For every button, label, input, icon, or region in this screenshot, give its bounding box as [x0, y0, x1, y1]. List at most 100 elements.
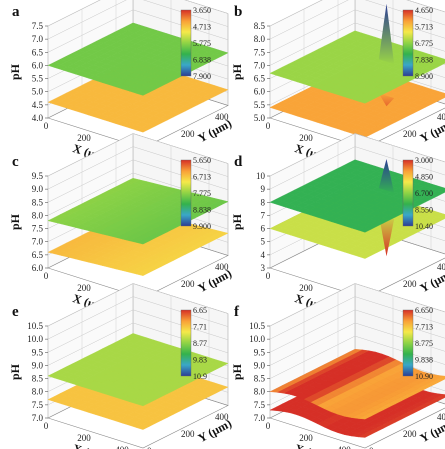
z-axis-label: pH [230, 213, 244, 230]
x-tick-label: 0 [266, 121, 271, 131]
colorbar [402, 159, 414, 227]
z-tick-label: 5.0 [254, 113, 266, 123]
surface-cell [47, 98, 62, 105]
colorbar-tick-label: 8.900 [415, 72, 433, 81]
panel-letter: c [12, 154, 19, 170]
surface-cell [269, 198, 284, 205]
colorbar-tick-label: 8.550 [415, 206, 433, 215]
y-tick-label: 200 [181, 279, 195, 289]
colorbar-tick-label: 6.775 [415, 39, 433, 48]
y-tick-label: 200 [181, 129, 195, 139]
z-tick-label: 8 [261, 197, 266, 207]
z-tick-label: 10 [256, 171, 266, 181]
surface [269, 348, 445, 420]
z-tick-label: 5.5 [32, 74, 44, 84]
z-tick-label: 6.0 [32, 263, 44, 273]
colorbar-tick-label: 6.713 [193, 173, 211, 182]
z-tick-label: 8.0 [254, 34, 266, 44]
y-tick-label: 200 [403, 279, 417, 289]
y-tick-label: 400 [437, 262, 445, 272]
surface [47, 22, 229, 96]
y-axis-label: Y (μm) [418, 116, 445, 145]
x-tick-label: 200 [299, 133, 313, 143]
colorbar-tick-label: 8.838 [193, 206, 211, 215]
colorbar-tick-label: 10.90 [415, 372, 433, 381]
surface-cell [47, 248, 62, 255]
colorbar-tick-label: 5.650 [193, 156, 211, 165]
surface-spike [378, 214, 395, 257]
colorbar-tick-label: 4.850 [415, 173, 433, 182]
z-tick-label: 6.5 [254, 74, 266, 84]
y-tick-label: 400 [215, 112, 229, 122]
y-tick-label: 0 [147, 446, 152, 449]
z-tick-label: 7.0 [32, 413, 44, 423]
x-tick-label: 400 [337, 445, 351, 449]
z-tick-label: 7.5 [254, 400, 266, 410]
colorbar-tick-label: 8.775 [415, 339, 433, 348]
z-tick-label: 8.5 [32, 197, 44, 207]
colorbar-tick-label: 6.65 [193, 306, 207, 315]
surface-cell [47, 396, 62, 402]
surface-cell [269, 406, 284, 411]
z-gridline [269, 0, 445, 27]
surface-spike [378, 3, 395, 64]
x-tick-label: 0 [266, 421, 271, 431]
z-tick-label: 6.5 [32, 47, 44, 57]
z-axis-label: pH [8, 213, 22, 230]
x-tick-label: 400 [115, 445, 129, 449]
panel-letter: b [234, 4, 242, 20]
z-tick-label: 8.5 [254, 374, 266, 384]
x-tick-label: 200 [77, 283, 91, 293]
z-tick-label: 10.5 [27, 321, 43, 331]
z-tick-label: 9.5 [32, 171, 44, 181]
surface [47, 177, 229, 245]
surface-cell [47, 372, 62, 379]
y-tick-label: 200 [403, 129, 417, 139]
colorbar-tick-label: 5.713 [415, 23, 433, 32]
panel-b: 5.05.56.06.57.07.58.08.5pH02004000200400… [230, 0, 445, 165]
panel-c: 6.06.57.07.58.08.59.09.5pH02004000200400… [8, 133, 234, 315]
z-tick-label: 9.5 [32, 347, 44, 357]
z-tick-label: 5.5 [254, 100, 266, 110]
x-tick-label: 0 [266, 271, 271, 281]
z-tick-label: 6.5 [32, 250, 44, 260]
colorbar-tick-label: 7.71 [193, 323, 207, 332]
x-tick-label: 200 [77, 433, 91, 443]
z-axis-label: pH [230, 63, 244, 80]
y-tick-label: 0 [369, 446, 374, 449]
colorbar [180, 9, 192, 77]
panel-letter: e [12, 304, 19, 320]
z-tick-label: 9.0 [32, 184, 44, 194]
z-tick-label: 10.5 [249, 321, 265, 331]
z-tick-label: 4.5 [32, 100, 44, 110]
y-tick-label: 200 [181, 429, 195, 439]
colorbar [402, 9, 414, 77]
z-tick-label: 7.0 [32, 34, 44, 44]
colorbar [180, 159, 192, 227]
z-tick-label: 10.0 [249, 334, 265, 344]
z-tick-label: 9.0 [32, 360, 44, 370]
z-tick-label: 6.0 [254, 87, 266, 97]
z-tick-label: 4.0 [32, 113, 44, 123]
z-tick-label: 7.0 [32, 237, 44, 247]
colorbar-tick-label: 7.713 [415, 323, 433, 332]
surface [47, 333, 229, 407]
z-tick-label: 4 [261, 250, 266, 260]
colorbar-tick-label: 10.40 [415, 222, 433, 231]
z-axis-label: pH [8, 63, 22, 80]
surface-cell [47, 217, 62, 223]
z-tick-label: 7.5 [254, 47, 266, 57]
colorbar-tick-label: 4.650 [415, 6, 433, 15]
colorbar [180, 309, 192, 377]
z-tick-label: 9.5 [254, 347, 266, 357]
colorbar-tick-label: 6.838 [193, 56, 211, 65]
colorbar-tick-label: 9.900 [193, 222, 211, 231]
panel-a: 4.04.55.05.56.06.57.07.5pH02004000200400… [8, 0, 234, 165]
surface-cell [269, 388, 284, 393]
z-tick-label: 8.0 [254, 387, 266, 397]
panel-letter: f [234, 304, 240, 320]
colorbar-tick-label: 4.713 [193, 23, 211, 32]
x-tick-label: 200 [77, 133, 91, 143]
z-axis-label: pH [230, 363, 244, 380]
